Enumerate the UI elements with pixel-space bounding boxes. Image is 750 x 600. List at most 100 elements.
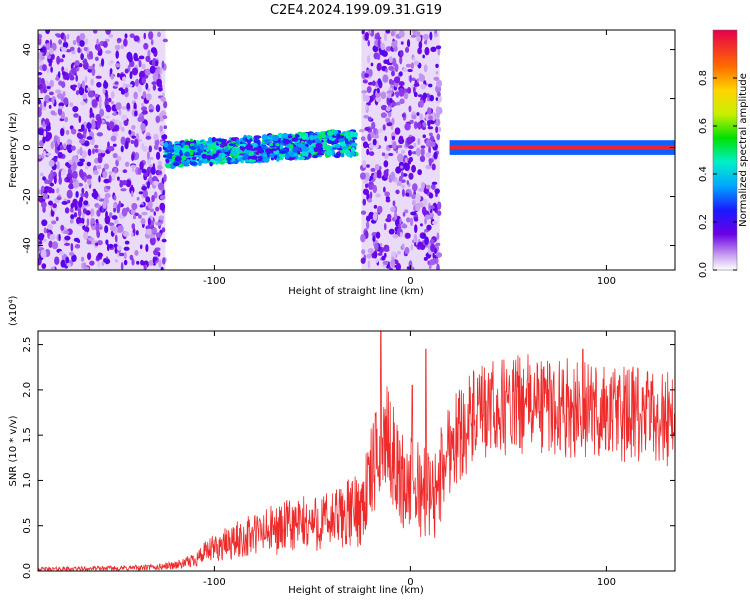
spectrogram-cell — [145, 82, 149, 90]
spectrogram-cell — [350, 146, 356, 153]
spectrogram-cell — [134, 78, 140, 87]
spectrogram-cell — [424, 236, 429, 246]
spectrogram-cell — [66, 228, 73, 236]
spectrogram-cell — [110, 60, 114, 64]
spectrogram-cell — [390, 206, 396, 213]
spectrogram-cell — [395, 189, 400, 195]
spectrogram-cell — [74, 203, 78, 211]
spectrogram-cell — [121, 106, 127, 110]
spectrogram-cell — [160, 266, 164, 270]
spectrogram-cell — [109, 225, 116, 231]
spectrogram-cell — [83, 231, 89, 240]
spectrogram-cell — [411, 164, 416, 173]
spectrogram-cell — [64, 116, 69, 123]
spectrogram-cell — [153, 211, 156, 216]
spectrogram-cell — [149, 65, 156, 74]
spectrogram-cell — [218, 152, 223, 159]
spectrogram-cell — [83, 140, 90, 147]
spectrogram-cell — [111, 171, 116, 179]
spectrogram-cell — [249, 151, 255, 156]
spectrogram-cell — [398, 81, 405, 87]
spectrogram-cell — [96, 165, 102, 170]
spectrogram-cell — [419, 155, 426, 163]
spectrogram-cell — [79, 33, 86, 41]
spectrogram-cell — [91, 119, 96, 127]
spectrogram-cell — [81, 187, 85, 194]
spectrogram-cell — [364, 73, 370, 78]
spectrogram-cell — [435, 118, 441, 127]
spectrogram-cell — [430, 46, 437, 52]
spectrogram-cell — [138, 70, 146, 80]
spectrogram-cell — [83, 262, 87, 269]
spectrogram-cell — [370, 62, 374, 67]
spectrogram-cell — [114, 81, 119, 85]
spectrogram-cell — [371, 30, 375, 37]
y-tick-label: 2.0 — [22, 382, 33, 398]
spectrogram-cell — [97, 240, 103, 246]
spectrogram-cell — [71, 67, 78, 74]
spectrogram-cell — [321, 141, 326, 149]
spectrogram-cell — [43, 227, 47, 234]
spectrogram-cell — [417, 47, 422, 55]
spectrogram-cell — [73, 113, 79, 118]
spectrogram-cell — [38, 128, 44, 136]
spectrogram-cell — [369, 191, 373, 200]
spectrogram-cell — [269, 142, 274, 147]
spectrogram-cell — [80, 101, 86, 106]
spectrogram-cell — [118, 109, 122, 116]
spectrogram-cell — [149, 156, 154, 160]
spectrogram-cell — [111, 100, 114, 105]
spectrogram-cell — [420, 83, 427, 90]
spectrogram-cell — [381, 255, 386, 261]
spectrogram-cell — [437, 126, 442, 133]
spectrogram-cell — [133, 52, 138, 62]
spectrogram-cell — [382, 124, 386, 131]
spectrogram-cell — [149, 109, 154, 113]
spectrogram-cell — [65, 67, 69, 73]
spectrogram-cell — [116, 204, 121, 214]
spectrogram-cell — [126, 102, 131, 110]
spectrogram-cell — [391, 70, 395, 77]
spectrogram-cell — [184, 151, 191, 157]
spectrogram-cell — [55, 89, 62, 94]
spectrogram-cell — [84, 76, 88, 83]
spectrogram-cell — [79, 147, 83, 155]
spectrogram-cell — [150, 39, 154, 46]
spectrogram-cell — [161, 227, 166, 233]
spectrogram-cell — [129, 71, 133, 80]
spectrogram-cell — [392, 141, 397, 150]
spectrogram-cell — [385, 198, 391, 203]
spectrogram-cell — [79, 40, 85, 47]
spectrogram-cell — [275, 143, 280, 147]
spectrogram-cell — [58, 102, 65, 108]
spectrogram-cell — [332, 147, 337, 150]
spectrogram-cell — [204, 155, 213, 159]
spectrogram-cell — [132, 214, 137, 220]
spectrogram-cell — [136, 260, 140, 265]
spectrogram-cell — [368, 68, 373, 77]
spectrogram-cell — [202, 158, 208, 164]
spectrogram-cell — [388, 65, 395, 71]
spectrogram-cell — [60, 259, 66, 268]
spectrogram-cell — [411, 193, 416, 200]
spectrogram-cell — [203, 146, 209, 150]
spectrogram-cell — [149, 236, 156, 246]
spectrogram-cell — [282, 138, 286, 144]
spectrogram-cell — [380, 112, 387, 119]
spectrogram-cell — [362, 79, 368, 84]
spectrogram-cell — [316, 152, 325, 156]
spectrogram-cell — [411, 77, 416, 81]
spectrogram-cell — [55, 216, 59, 222]
spectrogram-cell — [429, 94, 434, 102]
spectrogram-cell — [364, 104, 368, 111]
spectrogram-cell — [156, 66, 161, 71]
spectrogram-cell — [368, 143, 375, 149]
spectrogram-cell — [297, 142, 305, 148]
spectrogram-cell — [76, 149, 80, 155]
spectrogram-cell — [401, 184, 405, 188]
spectrogram-cell — [272, 134, 280, 142]
spectrogram-cell — [429, 205, 435, 210]
spectrogram-cell — [147, 200, 153, 209]
spectrogram-cell — [428, 157, 432, 167]
spectrogram-cell — [49, 47, 54, 55]
